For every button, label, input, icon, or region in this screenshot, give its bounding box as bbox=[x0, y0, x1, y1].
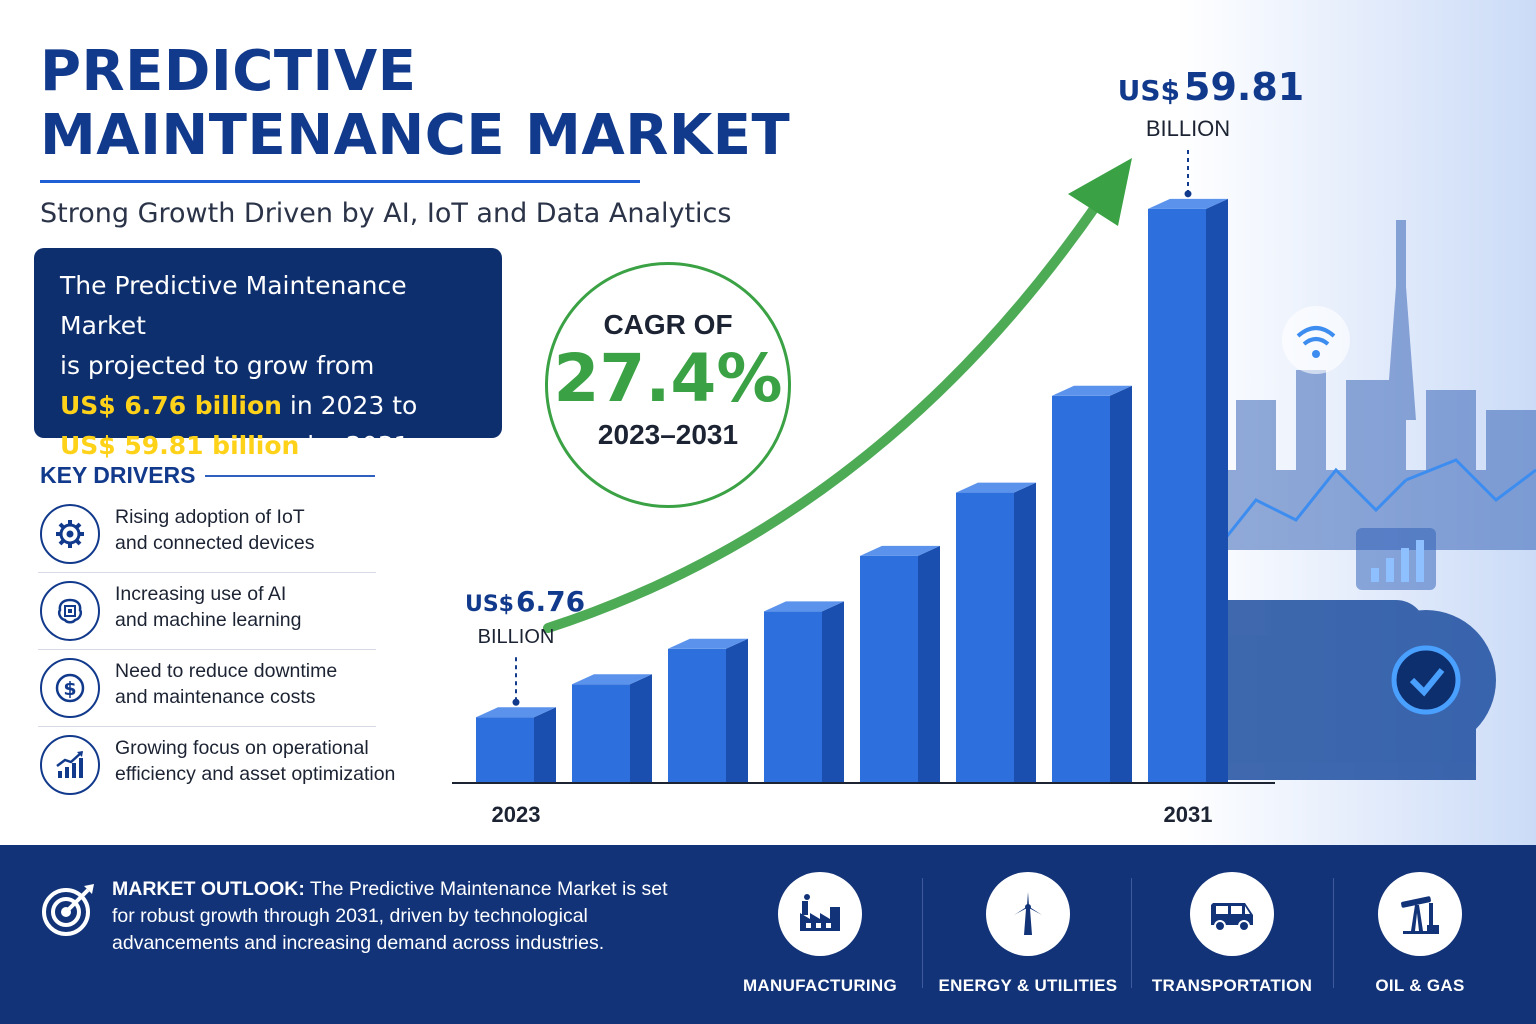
bar-1-top bbox=[476, 707, 556, 718]
bar-8-front bbox=[1148, 208, 1206, 783]
key-drivers-heading: KEY DRIVERS bbox=[40, 462, 196, 488]
footer-divider bbox=[1333, 878, 1334, 988]
summary-line-3: US$ 6.76 billion in 2023 to bbox=[60, 386, 476, 426]
bar-5-top bbox=[860, 545, 940, 556]
end-value-label-currency: US$ bbox=[1118, 74, 1180, 107]
bar-8-side bbox=[1206, 198, 1228, 783]
start-value-label-unit: BILLION bbox=[478, 626, 555, 648]
bar-1-side bbox=[534, 707, 556, 782]
summary-line-2: is projected to grow from bbox=[60, 351, 375, 380]
summary-line-4: US$ 59.81 billion by 2031 bbox=[60, 426, 476, 466]
industry-label: MANUFACTURING bbox=[742, 976, 898, 995]
summary-box: The Predictive Maintenance Market is pro… bbox=[34, 248, 502, 460]
dollar-icon: $ bbox=[40, 658, 100, 718]
bar-2-top bbox=[572, 674, 652, 685]
industry-transportation: TRANSPORTATION bbox=[1132, 872, 1332, 996]
factory-icon bbox=[778, 872, 862, 956]
end-value-label-dot bbox=[1184, 190, 1192, 198]
x-tick-label-2023: 2023 bbox=[492, 802, 541, 827]
summary-highlight-start: US$ 6.76 billion bbox=[60, 391, 282, 420]
driver-line-1: Growing focus on operational bbox=[115, 737, 369, 759]
bar-6-top bbox=[956, 482, 1036, 493]
bar-6-front bbox=[956, 492, 1014, 782]
driver-line-2: and maintenance costs bbox=[115, 686, 316, 708]
svg-text:$: $ bbox=[63, 678, 76, 700]
cagr-badge: CAGR OF 27.4% 2023–2031 bbox=[545, 262, 791, 508]
bar-7-side bbox=[1110, 385, 1132, 782]
market-outlook-body: The Predictive Maintenance Market is set… bbox=[112, 878, 668, 954]
bar-5-side bbox=[918, 545, 940, 782]
x-tick-label-2031: 2031 bbox=[1164, 802, 1213, 827]
footer-divider bbox=[1131, 878, 1132, 988]
market-outlook-label: MARKET OUTLOOK: bbox=[112, 878, 305, 900]
bar-3-front bbox=[668, 648, 726, 782]
bar-4-side bbox=[822, 601, 844, 782]
summary-rest-1: in 2023 to bbox=[281, 391, 418, 420]
driver-line-1: Rising adoption of IoT bbox=[115, 506, 305, 528]
industry-label: TRANSPORTATION bbox=[1151, 976, 1313, 995]
bar-5-front bbox=[860, 555, 918, 782]
driver-line-2: efficiency and asset optimization bbox=[115, 763, 396, 785]
driver-line-1: Need to reduce downtime bbox=[115, 660, 338, 682]
gear-icon bbox=[40, 504, 100, 564]
bar-3-side bbox=[726, 638, 748, 782]
van-icon bbox=[1190, 872, 1274, 956]
industry-label: OIL & GAS bbox=[1375, 976, 1465, 995]
driver-item: Increasing use of AI and machine learning bbox=[38, 573, 376, 650]
bar-8-top bbox=[1148, 198, 1228, 209]
trend-arrow-head bbox=[1068, 158, 1132, 226]
driver-line-2: and machine learning bbox=[115, 609, 302, 631]
summary-rest-2: by 2031 bbox=[299, 431, 410, 460]
bar-6-side bbox=[1014, 482, 1036, 782]
industry-manufacturing: MANUFACTURING bbox=[720, 872, 920, 996]
title-line-1: PREDICTIVE bbox=[40, 39, 417, 104]
start-value-label-amount: 6.76 bbox=[516, 585, 585, 618]
title-divider bbox=[40, 180, 640, 183]
bar-2-front bbox=[572, 684, 630, 782]
industry-oil-gas: OIL & GAS bbox=[1320, 872, 1520, 996]
bar-7-top bbox=[1052, 385, 1132, 396]
footer-divider bbox=[922, 878, 923, 988]
cagr-period: 2023–2031 bbox=[597, 419, 739, 450]
end-value-label-unit: BILLION bbox=[1146, 116, 1230, 141]
bar-4-top bbox=[764, 601, 844, 612]
footer-band bbox=[0, 845, 1536, 1024]
driver-item: $ Need to reduce downtime and maintenance… bbox=[38, 650, 376, 727]
page-subtitle: Strong Growth Driven by AI, IoT and Data… bbox=[40, 198, 732, 229]
page-title: PREDICTIVE MAINTENANCE MARKET bbox=[40, 40, 790, 168]
driver-item: Rising adoption of IoT and connected devi… bbox=[38, 496, 376, 573]
driver-line-2: and connected devices bbox=[115, 532, 315, 554]
cagr-value: 27.4% bbox=[553, 340, 783, 417]
bar-2-side bbox=[630, 674, 652, 782]
target-icon bbox=[42, 884, 94, 936]
start-value-label-currency: US$ bbox=[465, 592, 514, 617]
key-drivers-divider bbox=[205, 475, 375, 477]
industrial-scene-image bbox=[1175, 0, 1536, 845]
growth-chart-icon bbox=[40, 735, 100, 795]
market-outlook-text: MARKET OUTLOOK: The Predictive Maintenan… bbox=[112, 876, 682, 957]
industry-label: ENERGY & UTILITIES bbox=[938, 976, 1118, 995]
end-value-label-amount: 59.81 bbox=[1184, 65, 1304, 109]
bar-7-front bbox=[1052, 395, 1110, 782]
summary-highlight-end: US$ 59.81 billion bbox=[60, 431, 300, 460]
industry-energy: ENERGY & UTILITIES bbox=[928, 872, 1128, 996]
cagr-label: CAGR OF bbox=[603, 309, 733, 340]
trend-arrow-shaft bbox=[543, 195, 1105, 633]
bar-3-top bbox=[668, 638, 748, 649]
bar-1-front bbox=[476, 717, 534, 782]
summary-line-1: The Predictive Maintenance Market bbox=[60, 271, 407, 340]
driver-item: Growing focus on operational efficiency a… bbox=[38, 727, 395, 804]
brain-chip-icon bbox=[40, 581, 100, 641]
oil-pump-icon bbox=[1378, 872, 1462, 956]
wind-turbine-icon bbox=[986, 872, 1070, 956]
driver-line-1: Increasing use of AI bbox=[115, 583, 287, 605]
bar-4-front bbox=[764, 611, 822, 782]
start-value-label-dot bbox=[512, 698, 520, 706]
title-line-2: MAINTENANCE MARKET bbox=[40, 103, 791, 168]
